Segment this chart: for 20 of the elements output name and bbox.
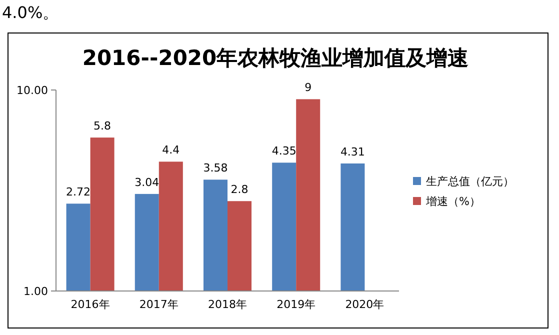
data-label: 9 [304,81,312,94]
data-label: 4.4 [162,144,180,157]
x-tick-label: 2019年 [276,298,316,311]
y-tick-label: 1.00 [24,285,48,298]
data-label: 2.8 [230,183,248,196]
y-tick-label: 10.00 [16,84,48,97]
chart-title: 2016--2020年农林牧渔业增加值及增速 [82,46,469,70]
legend-label: 生产总值（亿元） [426,175,514,188]
x-tick-label: 2020年 [345,298,384,311]
data-label: 3.04 [134,176,160,189]
legend-label: 增速（%） [425,195,480,208]
x-tick-label: 2018年 [208,298,247,311]
data-label: 2.72 [66,186,91,199]
data-label: 4.31 [340,145,365,158]
x-tick-label: 2016年 [70,298,110,311]
x-tick-label: 2017年 [139,298,178,311]
text: 4.0%。 [2,3,59,22]
data-label: 5.8 [94,120,112,133]
data-label: 4.35 [272,144,296,158]
data-label: 3.58 [203,162,228,175]
